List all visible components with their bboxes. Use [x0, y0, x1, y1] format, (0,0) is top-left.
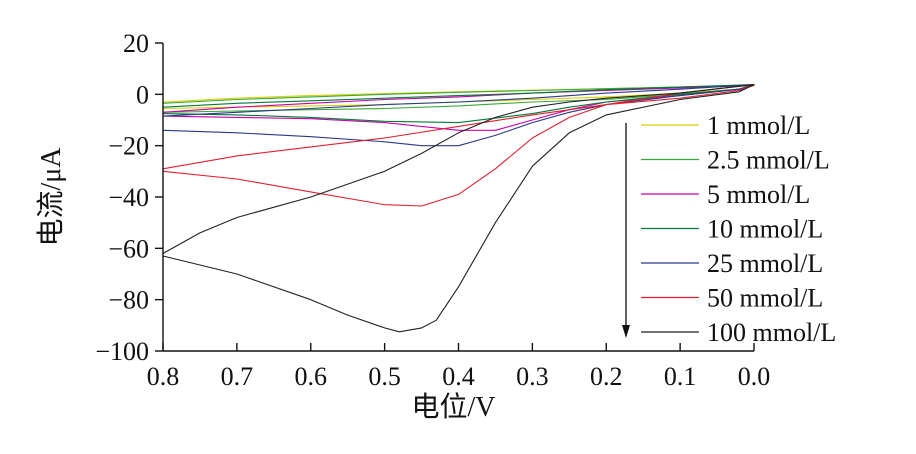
y-tick-label: −20 [108, 132, 149, 161]
y-tick-label: −100 [95, 337, 149, 366]
x-tick-label: 0.2 [590, 362, 623, 391]
x-tick-label: 0.0 [738, 362, 771, 391]
legend-label: 2.5 mmol/L [707, 146, 830, 175]
y-tick-label: −80 [108, 286, 149, 315]
arrow-head-icon [622, 325, 630, 338]
legend-label: 25 mmol/L [707, 249, 823, 278]
x-tick-label: 0.8 [147, 362, 180, 391]
y-tick-label: −60 [108, 234, 149, 263]
x-axis-title: 电位/V [411, 391, 495, 423]
legend-label: 5 mmol/L [707, 180, 810, 209]
series-line-5 [162, 84, 755, 147]
y-tick-label: 20 [123, 29, 149, 58]
x-tick-label: 0.5 [368, 362, 401, 391]
legend-label: 100 mmol/L [707, 318, 836, 347]
series-line-2 [162, 84, 755, 113]
x-tick-label: 0.6 [295, 362, 328, 391]
legend: 1 mmol/L 2.5 mmol/L 5 mmol/L 10 mmol/L 25 mm… [641, 111, 836, 347]
legend-label: 1 mmol/L [707, 111, 810, 140]
y-tick-label: 0 [136, 80, 149, 109]
x-tick-label: 0.4 [442, 362, 475, 391]
legend-label: 10 mmol/L [707, 215, 823, 244]
x-tick-label: 0.1 [664, 362, 697, 391]
y-axis-ticks: 20 0 −20 −40 −60 −80 −100 [95, 29, 163, 366]
x-axis-ticks: 0.8 0.7 0.6 0.5 0.4 0.3 0.2 0.1 0.0 [147, 343, 771, 391]
y-tick-label: −40 [108, 183, 149, 212]
plot-area: 200−20−40−60−80−100 0.8 0.7 0.6 0.5 0.4 0.3 0.… [95, 29, 770, 391]
x-tick-label: 0.7 [221, 362, 254, 391]
legend-label: 50 mmol/L [707, 284, 823, 313]
series-group [162, 84, 755, 333]
x-tick-label: 0.3 [516, 362, 549, 391]
series-line-6 [162, 84, 755, 207]
series-line-7 [162, 84, 755, 333]
y-axis-title: 电流/μA [35, 147, 67, 247]
concentration-arrow [622, 123, 630, 338]
